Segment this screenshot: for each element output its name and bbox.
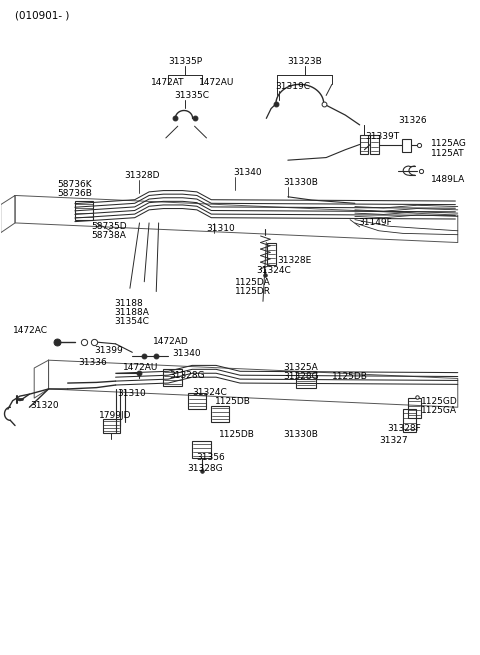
- Bar: [103, 419, 120, 434]
- Text: 31336: 31336: [78, 358, 107, 367]
- Text: 1125GA: 1125GA: [421, 406, 457, 415]
- Text: 58736K: 58736K: [57, 180, 92, 189]
- Text: 31323B: 31323B: [287, 57, 322, 66]
- Text: 31399: 31399: [95, 346, 123, 355]
- Text: 31356: 31356: [196, 453, 225, 462]
- Text: 31330B: 31330B: [283, 178, 318, 187]
- Text: 1472AU: 1472AU: [199, 78, 235, 87]
- Text: 1489LA: 1489LA: [432, 175, 466, 183]
- Text: 1125AG: 1125AG: [432, 139, 468, 148]
- Bar: [403, 409, 416, 432]
- Text: 1472AC: 1472AC: [12, 326, 48, 335]
- Bar: [75, 200, 93, 220]
- Text: 31319C: 31319C: [275, 82, 310, 91]
- Text: 1125DB: 1125DB: [215, 397, 251, 406]
- Text: 31335P: 31335P: [168, 57, 202, 66]
- Text: 31324C: 31324C: [257, 266, 291, 275]
- Text: 31310: 31310: [118, 389, 146, 398]
- Text: 1125DB: 1125DB: [332, 372, 368, 381]
- Text: 31328F: 31328F: [387, 424, 421, 434]
- Text: 31320: 31320: [30, 401, 59, 410]
- Bar: [360, 136, 368, 154]
- Text: 31328G: 31328G: [169, 371, 205, 380]
- Bar: [211, 406, 229, 422]
- Text: 58735D: 58735D: [92, 222, 127, 231]
- Bar: [192, 441, 211, 458]
- Text: 31327: 31327: [379, 436, 408, 445]
- Bar: [370, 136, 379, 154]
- Bar: [408, 398, 421, 418]
- Text: 31328D: 31328D: [124, 171, 160, 179]
- Text: 31340: 31340: [233, 168, 262, 177]
- Text: 1125DB: 1125DB: [219, 430, 255, 439]
- Text: 31325A: 31325A: [283, 363, 318, 372]
- Bar: [402, 139, 411, 152]
- Text: 31328E: 31328E: [277, 255, 312, 265]
- Text: 31188A: 31188A: [115, 308, 149, 317]
- Text: 1799JD: 1799JD: [99, 411, 132, 421]
- Text: 31188: 31188: [115, 299, 144, 308]
- Text: 31330B: 31330B: [283, 430, 318, 439]
- Text: 58738A: 58738A: [92, 231, 127, 240]
- Text: 1472AT: 1472AT: [151, 78, 184, 87]
- Text: 31310: 31310: [206, 224, 235, 233]
- Text: 31335C: 31335C: [174, 91, 209, 100]
- Text: 1472AU: 1472AU: [123, 363, 158, 372]
- Text: 31149F: 31149F: [359, 218, 393, 227]
- Text: 1125DA: 1125DA: [235, 278, 271, 287]
- Text: (010901- ): (010901- ): [15, 10, 70, 20]
- Bar: [188, 393, 206, 409]
- Text: 31339T: 31339T: [365, 132, 399, 141]
- Text: 1472AD: 1472AD: [153, 337, 189, 346]
- Bar: [267, 242, 276, 265]
- Bar: [297, 371, 316, 388]
- Text: 31326: 31326: [398, 116, 427, 125]
- Text: 31354C: 31354C: [115, 317, 149, 326]
- Text: 31340: 31340: [172, 348, 201, 358]
- Text: 1125AT: 1125AT: [432, 149, 465, 158]
- Text: 1125GD: 1125GD: [421, 397, 457, 406]
- Text: 1125DR: 1125DR: [235, 287, 271, 296]
- Text: 31328G: 31328G: [283, 372, 319, 381]
- Text: 58736B: 58736B: [57, 189, 92, 198]
- Text: 31324C: 31324C: [192, 388, 227, 397]
- Bar: [163, 369, 181, 386]
- Text: 31328G: 31328G: [187, 464, 223, 473]
